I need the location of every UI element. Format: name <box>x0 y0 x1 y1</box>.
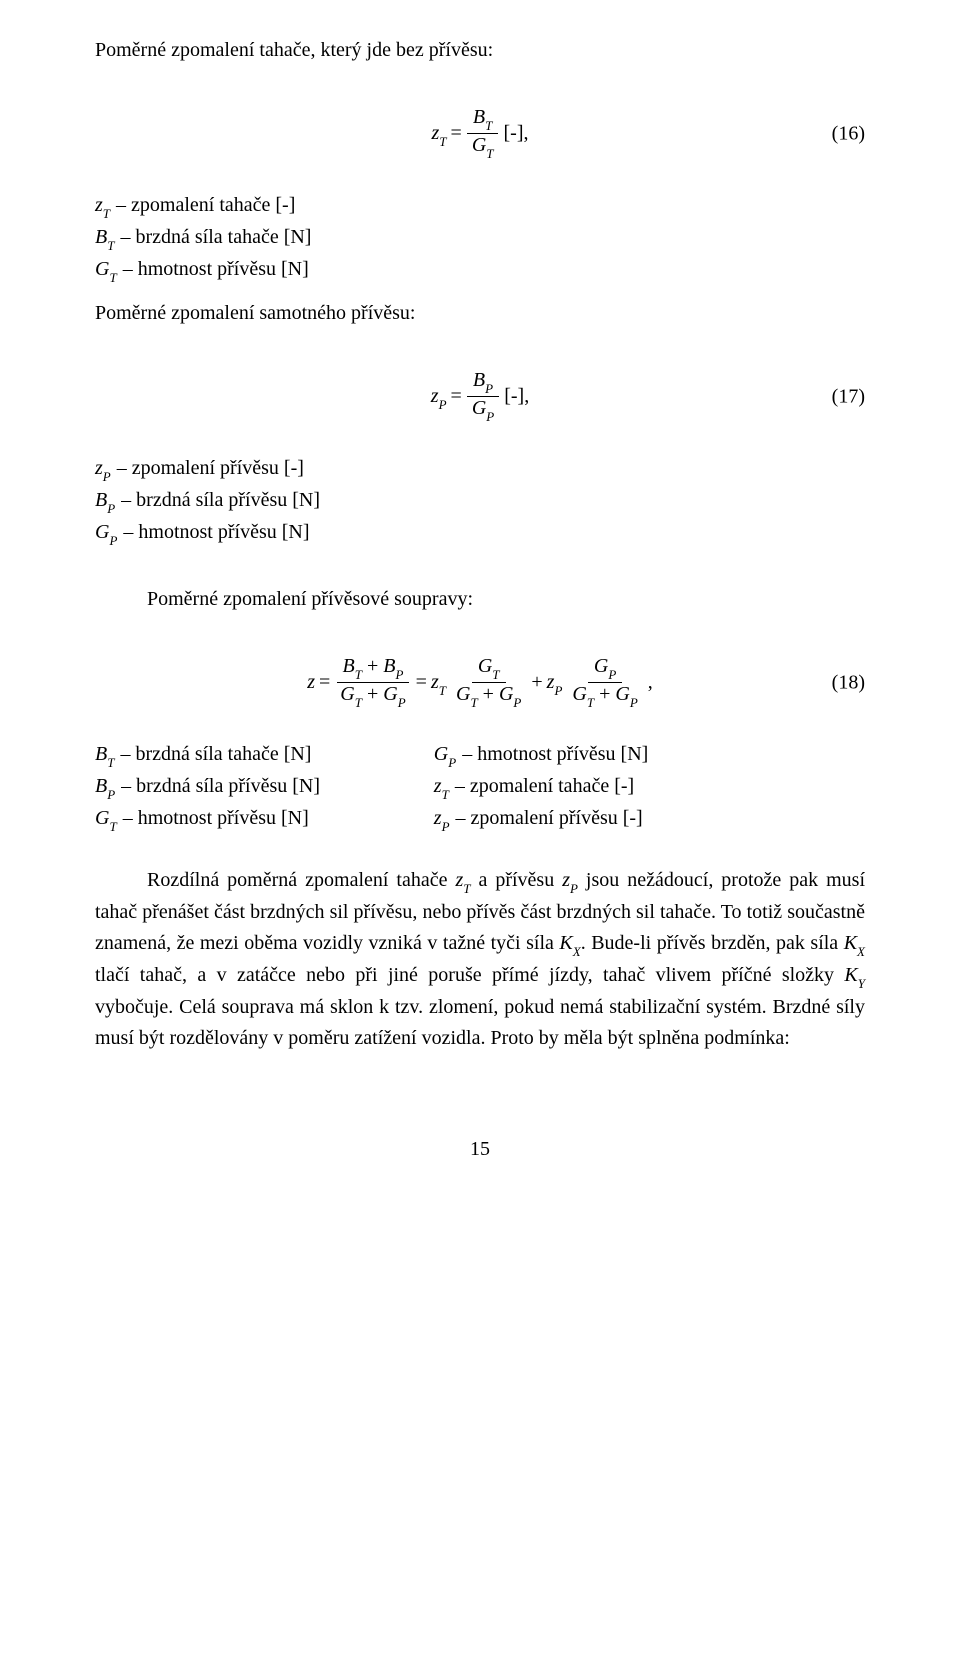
page-number: 15 <box>95 1134 865 1165</box>
legend-eq16: zT – zpomalení tahače [-] BT – brzdná sí… <box>95 190 865 286</box>
equation-number: (17) <box>832 381 865 412</box>
equation-16: zT = BT GT [-], (16) <box>95 106 865 162</box>
body-paragraph: Rozdílná poměrná zpomalení tahače zT a p… <box>95 865 865 1054</box>
intro-1: Poměrné zpomalení tahače, který jde bez … <box>95 35 865 66</box>
equation-number: (18) <box>832 667 865 698</box>
equation-number: (16) <box>832 118 865 149</box>
section-title: Poměrné zpomalení přívěsové soupravy: <box>95 584 865 615</box>
intro-2: Poměrné zpomalení samotného přívěsu: <box>95 298 865 329</box>
legend-eq18: BT – brzdná síla tahače [N] BP – brzdná … <box>95 739 865 835</box>
equation-17: zP = BP GP [-], (17) <box>95 369 865 425</box>
equation-18: z = BT + BP GT + GP = zT GT <box>95 655 865 711</box>
legend-eq17: zP – zpomalení přívěsu [-] BP – brzdná s… <box>95 453 865 549</box>
